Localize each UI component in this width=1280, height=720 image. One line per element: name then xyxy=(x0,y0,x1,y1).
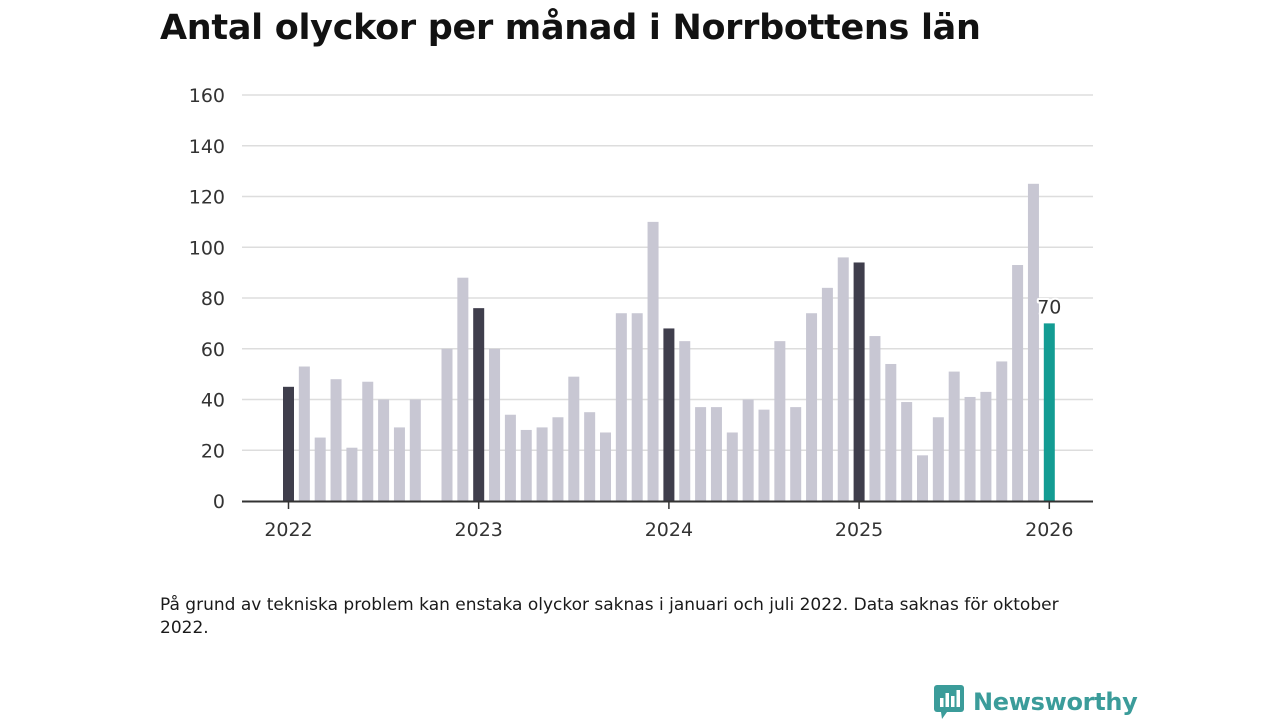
bar-2025-09 xyxy=(980,391,992,501)
bar-2022-05 xyxy=(346,447,358,501)
bar-2025-01 xyxy=(853,262,865,501)
x-tick-label: 2022 xyxy=(264,519,312,541)
bar-2022-04 xyxy=(330,379,342,501)
y-tick-label: 120 xyxy=(189,187,225,209)
y-tick-label: 140 xyxy=(189,136,225,158)
bar-2023-02 xyxy=(489,348,501,501)
bar-2024-10 xyxy=(806,313,818,501)
bar-2022-02 xyxy=(298,366,310,501)
bar-2024-01 xyxy=(663,328,675,501)
x-tick-label: 2023 xyxy=(455,519,503,541)
y-tick-label: 20 xyxy=(201,440,225,462)
bar-2025-10 xyxy=(996,361,1008,501)
bar-2023-09 xyxy=(600,432,611,501)
bar-2024-03 xyxy=(695,407,707,501)
x-tick-label: 2024 xyxy=(645,519,693,541)
footnote: På grund av tekniska problem kan enstaka… xyxy=(160,595,1059,638)
bars xyxy=(283,183,1055,501)
bar-2023-01 xyxy=(473,308,485,501)
bar-2025-12 xyxy=(1027,183,1039,501)
x-tick-label: 2025 xyxy=(835,519,883,541)
bar-2023-03 xyxy=(504,414,516,501)
bar-2023-06 xyxy=(552,417,564,501)
y-tick-label: 0 xyxy=(213,491,225,513)
bar-2024-12 xyxy=(837,257,849,501)
bar-2024-09 xyxy=(790,407,802,501)
bar-2023-04 xyxy=(520,429,532,501)
bar-2022-06 xyxy=(362,381,374,501)
bar-2025-11 xyxy=(1012,265,1024,501)
latest-value-label: 70 xyxy=(1037,296,1061,318)
y-tick-label: 100 xyxy=(189,237,225,259)
bar-2025-07 xyxy=(948,371,960,501)
bar-2023-10 xyxy=(615,313,627,501)
bar-2022-11 xyxy=(441,348,453,501)
axes: 0 20 40 60 80 100 120 140 160 2022 2023 2024 2025 202… xyxy=(189,85,1093,541)
bar-2024-05 xyxy=(726,432,738,501)
bar-2025-06 xyxy=(932,417,944,501)
y-tick-label: 60 xyxy=(201,339,225,361)
bar-2023-11 xyxy=(631,313,643,501)
bar-2023-08 xyxy=(584,412,596,501)
bar-2024-08 xyxy=(774,341,786,501)
bar-2022-12 xyxy=(457,277,469,501)
brand-logo: Newsworthy xyxy=(933,684,1138,720)
bar-2025-03 xyxy=(885,363,897,501)
bar-2024-07 xyxy=(758,409,770,501)
bar-2022-07 xyxy=(378,399,390,501)
bar-2025-04 xyxy=(901,402,913,501)
bar-2022-03 xyxy=(314,437,326,501)
bar-2022-08 xyxy=(393,427,405,501)
bar-2023-12 xyxy=(647,221,659,501)
y-tick-label: 80 xyxy=(201,288,225,310)
bar-2026-01 xyxy=(1043,323,1055,501)
bar-2023-05 xyxy=(536,427,548,501)
bar-chart: 0 20 40 60 80 100 120 140 160 2022 2023 2024 2025 202… xyxy=(189,85,1093,541)
bar-2024-04 xyxy=(710,407,722,501)
bar-2025-05 xyxy=(917,455,928,501)
x-tick-label: 2026 xyxy=(1025,519,1073,541)
newsworthy-logo-icon xyxy=(934,685,964,719)
latest-value-label-halo: 70 xyxy=(1037,296,1061,318)
bar-2022-09 xyxy=(409,399,421,501)
bar-2024-02 xyxy=(679,341,691,501)
bar-2022-01 xyxy=(283,386,294,501)
bar-2023-07 xyxy=(568,376,580,501)
bar-2024-11 xyxy=(821,287,833,501)
chart-title: Antal olyckor per månad i Norrbottens lä… xyxy=(160,8,981,48)
bar-2025-08 xyxy=(964,396,976,501)
y-tick-label: 40 xyxy=(201,390,225,412)
brand-name: Newsworthy xyxy=(973,688,1138,716)
y-tick-label: 160 xyxy=(189,85,225,107)
bar-2024-06 xyxy=(742,399,754,501)
bar-2025-02 xyxy=(869,336,881,501)
